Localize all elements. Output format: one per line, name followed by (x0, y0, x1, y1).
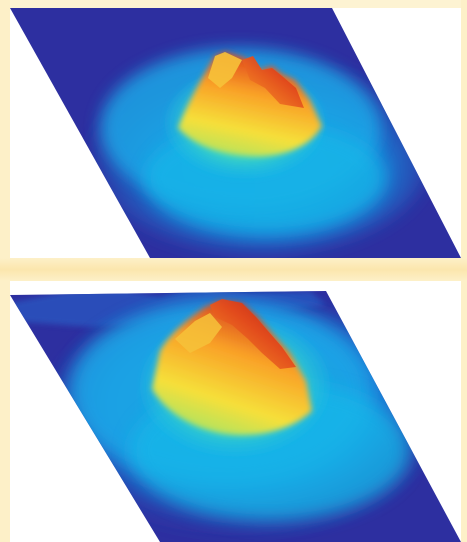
surface-plot-panel-top (10, 8, 461, 258)
surface-plot-panel-bottom (10, 281, 461, 542)
surface-plot-top-svg (10, 8, 461, 258)
surface-peak-ridge (210, 299, 296, 369)
panel-separator (0, 258, 467, 281)
surface-peak-ridge (242, 56, 304, 108)
surface-plot-bottom-svg (10, 291, 461, 542)
